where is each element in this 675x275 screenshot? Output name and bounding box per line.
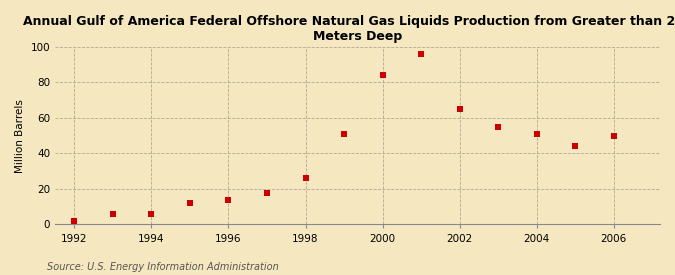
Text: Source: U.S. Energy Information Administration: Source: U.S. Energy Information Administ… <box>47 262 279 272</box>
Title: Annual Gulf of America Federal Offshore Natural Gas Liquids Production from Grea: Annual Gulf of America Federal Offshore … <box>23 15 675 43</box>
Y-axis label: Million Barrels: Million Barrels <box>15 99 25 173</box>
